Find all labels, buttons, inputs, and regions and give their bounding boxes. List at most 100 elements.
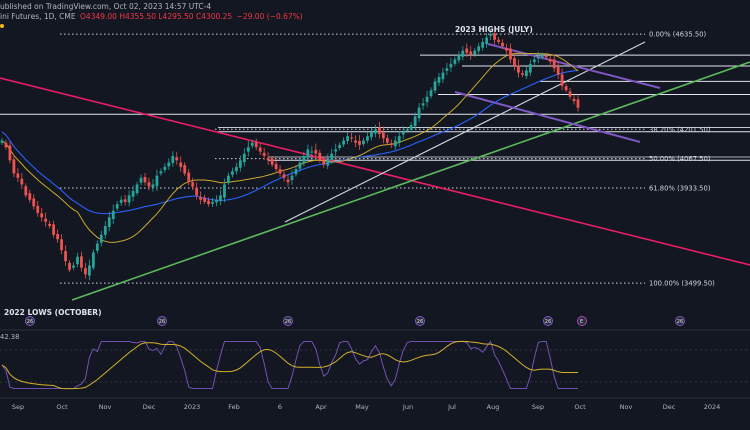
candle [48,220,52,229]
candle-body [48,223,52,227]
x-axis-tick-label: Jun [402,403,413,411]
candle-body [405,129,409,131]
candle-body [24,186,28,196]
candle [505,43,508,55]
candle [147,177,151,191]
candle-body [4,142,8,148]
candle [219,190,222,206]
candle-body [40,213,44,218]
candle-body [568,91,572,97]
candle-body [465,48,469,53]
candle-body [147,182,151,187]
candle [4,139,8,150]
candle-body [195,187,199,196]
candle [234,162,238,175]
candle-body [429,90,433,97]
symbol-name: ini Futures, 1D, CME [0,12,76,21]
candle [32,194,36,210]
symbol-row: ini Futures, 1D, CME O4349.00 H4355.50 L… [0,10,750,26]
candle [493,27,496,45]
candle-body [532,59,536,63]
event-marker: 26 [283,316,293,326]
candle [52,220,56,238]
candle-body [342,140,346,145]
candle [266,152,270,165]
candle-body [298,162,302,169]
candle [44,212,48,227]
candle [560,68,564,91]
rsi-line [1,340,578,390]
candle [8,141,12,164]
candle-body [135,184,139,194]
candle-body [171,155,175,163]
candle [556,61,560,80]
event-label: 26 [27,319,33,325]
candle-body [183,165,187,174]
candle [135,181,139,196]
candle-body [274,163,278,170]
x-axis-tick-label: Oct [56,403,68,411]
candle [87,259,91,281]
candle-body [139,177,143,183]
candle [509,43,512,64]
candle [16,168,20,183]
candle [576,94,580,112]
candle [568,87,572,100]
candle-body [227,175,230,183]
candle [381,126,385,144]
candle [143,173,147,186]
candle-body [91,252,95,268]
candle [322,156,326,168]
candle-body [155,175,159,187]
candle [521,69,524,78]
candle-body [572,98,576,102]
candle [477,43,481,54]
candle [238,155,242,172]
candle-body [187,172,191,183]
candle-body [381,132,385,139]
event-marker: 26 [543,316,553,326]
candle-body [576,99,580,108]
candle-body [330,153,334,160]
candle [123,194,127,206]
candle [72,262,75,271]
candle-body [524,70,528,77]
candle-body [87,265,91,276]
candle [473,48,477,57]
candle [227,172,230,185]
candle-body [389,143,393,145]
candle-body [517,65,520,73]
candle-body [231,171,234,175]
x-axis-tick-label: Nov [620,403,633,411]
event-marker: 26 [25,316,35,326]
event-label: 26 [285,319,291,325]
candle-body [56,233,59,240]
candle-body [203,197,206,202]
candle [326,153,330,170]
candle [374,124,377,138]
candle-body [159,171,163,174]
x-axis-tick-label: Oct [574,403,586,411]
fib-level-label: 61.80% (3933.50) [649,185,711,193]
candle-body [0,140,4,143]
event-label: 26 [159,319,165,325]
candle [84,262,87,279]
candle [28,189,32,203]
x-axis-tick-label: Nov [99,403,112,411]
event-marker: 26 [157,316,167,326]
candle [385,134,389,146]
event-marker: 26 [675,316,685,326]
candle-body [167,162,171,167]
x-axis-tick-label: Aug [487,403,500,411]
candle [517,59,520,78]
event-label: 26 [417,319,423,325]
candle [409,121,413,133]
candle-body [72,265,75,268]
candle-body [223,184,226,198]
candle-body [44,218,48,222]
white-trendline [284,41,646,223]
candle-body [485,37,489,45]
candle-body [505,48,508,51]
candle [211,198,214,207]
